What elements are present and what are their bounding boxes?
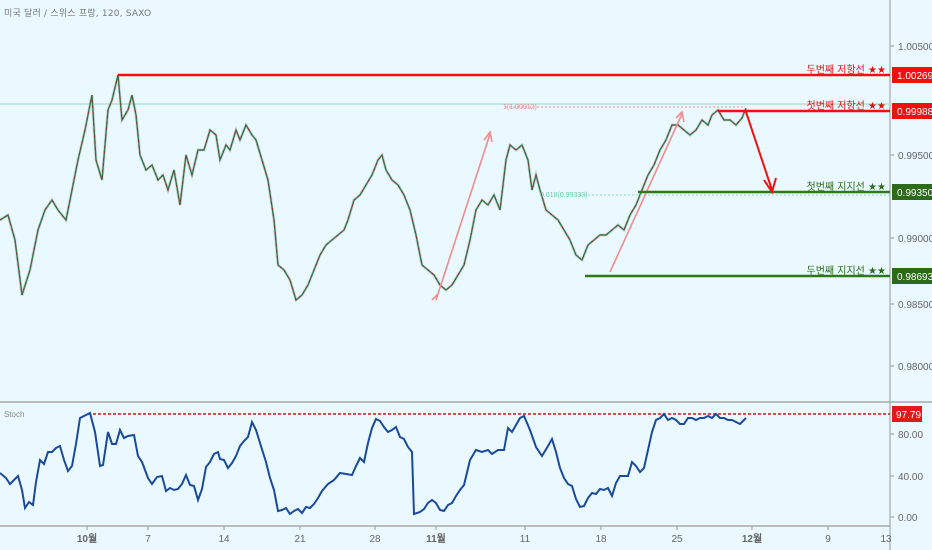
second-resistance-tag <box>892 67 932 83</box>
time-tick: 13 <box>880 534 892 545</box>
time-tick: 12월 <box>742 533 762 545</box>
time-tick: 21 <box>294 534 306 545</box>
stoch-axis[interactable]: 80.00 40.00 0.00 <box>890 430 923 524</box>
time-tick: 11월 <box>426 533 446 545</box>
down-arrow-icon <box>745 111 777 195</box>
time-tick: 14 <box>218 534 230 545</box>
second-support-label: 두번째 지지선 ★★ <box>807 265 887 277</box>
stoch-tick: 40.00 <box>898 472 923 483</box>
second-support-value: 0.98693 <box>897 272 932 283</box>
price-axis[interactable]: 1.00500 0.99500 0.99000 0.98500 0.98000 <box>890 42 932 373</box>
first-support-label: 첫번째 지지선 ★★ <box>807 181 887 193</box>
first-support-value: 0.99350 <box>897 188 932 199</box>
price-tick: 0.98000 <box>898 362 932 373</box>
price-tick: 0.99000 <box>898 234 932 245</box>
time-tick: 18 <box>595 534 607 545</box>
fib-1-label: 1(1.00012) <box>503 104 537 111</box>
stoch-line <box>0 411 747 516</box>
price-candles <box>0 74 748 303</box>
stoch-indicator-label: Stoch <box>4 410 25 419</box>
second-resistance-label: 두번째 저항선 ★★ <box>807 64 887 76</box>
stoch-tick: 80.00 <box>898 430 923 441</box>
price-tick: 0.99500 <box>898 151 932 162</box>
second-support-tag <box>892 268 932 284</box>
stoch-value: 97.79 <box>896 410 921 421</box>
first-support-tag <box>892 184 932 200</box>
projection-arrows <box>431 110 685 301</box>
time-tick: 25 <box>671 534 683 545</box>
time-tick: 9 <box>825 534 831 545</box>
time-tick: 10월 <box>77 533 97 545</box>
first-resistance-label: 첫번째 저항선 ★★ <box>807 100 887 112</box>
second-resistance-value: 1.00269 <box>897 71 932 82</box>
stoch-value-tag <box>892 406 922 422</box>
time-tick: 11 <box>520 534 531 545</box>
chart-title: 미국 달러 / 스위스 프랑, 120, SAXO <box>4 9 152 19</box>
price-tick: 1.00500 <box>898 42 932 53</box>
fib-0618-label: 0.618(0.99333) <box>540 192 587 199</box>
time-tick: 7 <box>145 534 151 545</box>
time-tick: 28 <box>369 534 381 545</box>
time-axis[interactable]: 10월 7 14 21 28 11월 11 18 25 12월 9 13 <box>77 526 892 545</box>
first-resistance-value: 0.99988 <box>897 107 932 118</box>
first-resistance-tag <box>892 103 932 119</box>
price-tick: 0.98500 <box>898 300 932 311</box>
stoch-tick: 0.00 <box>898 513 918 524</box>
